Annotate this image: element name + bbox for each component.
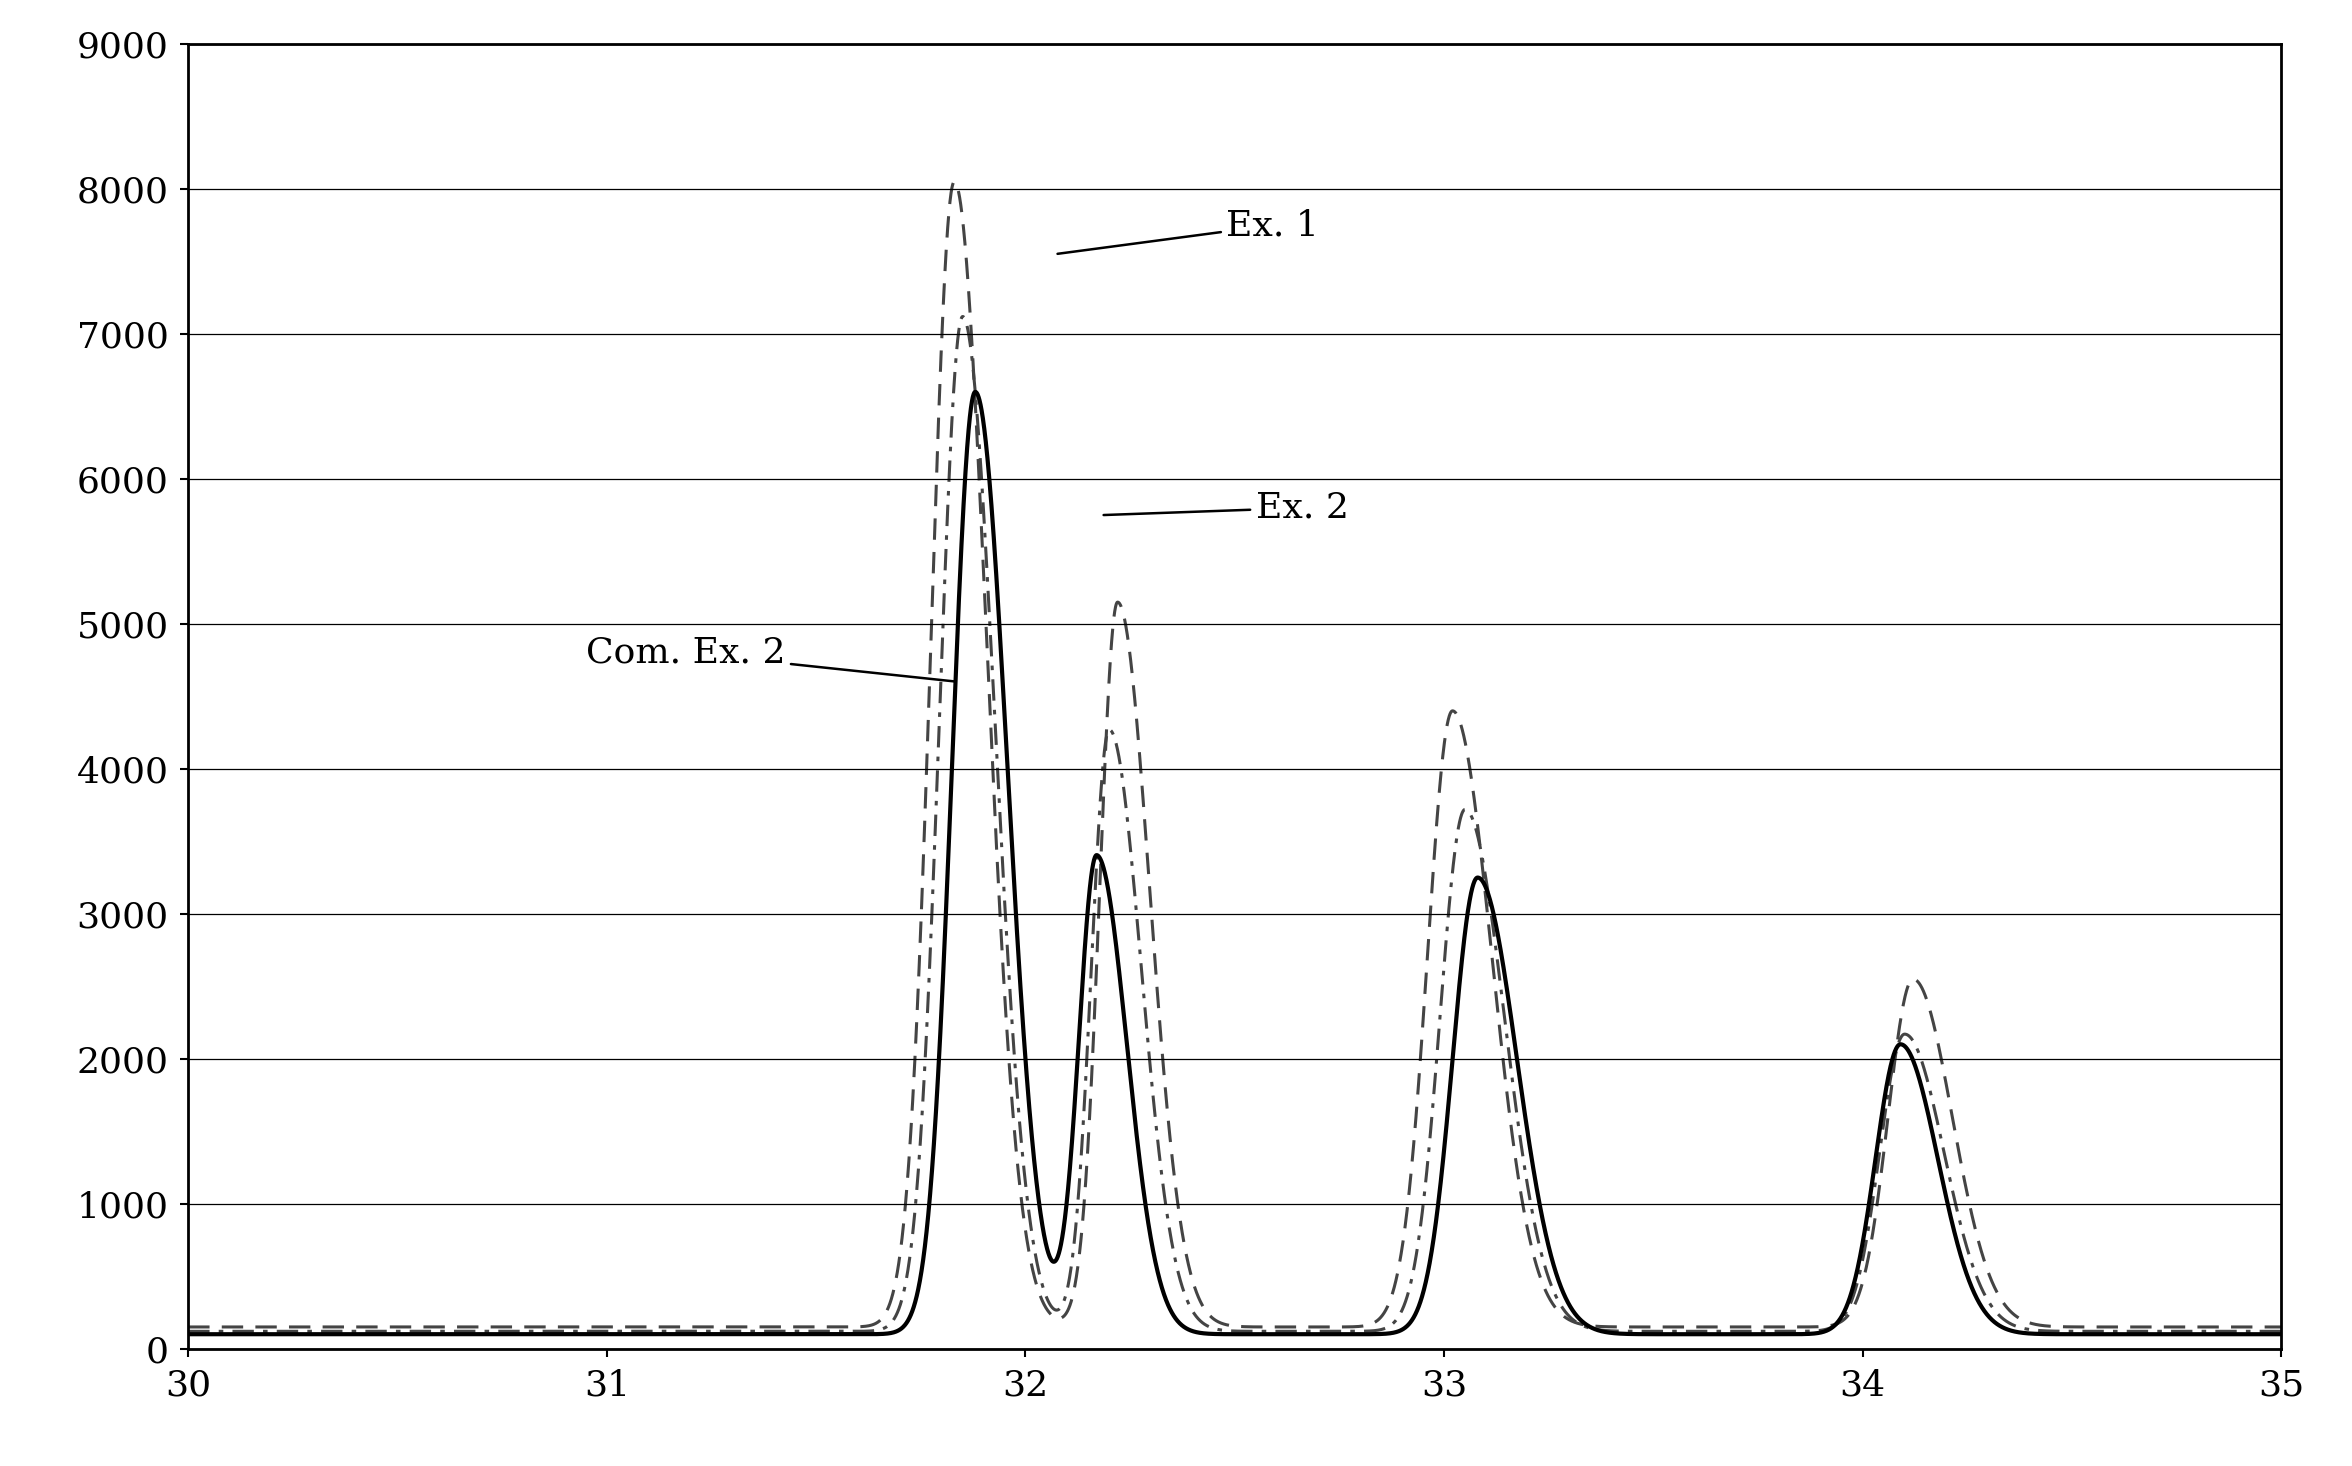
Text: Ex. 1: Ex. 1 xyxy=(1058,208,1319,254)
Text: Ex. 2: Ex. 2 xyxy=(1103,491,1348,525)
Text: Com. Ex. 2: Com. Ex. 2 xyxy=(586,636,955,682)
